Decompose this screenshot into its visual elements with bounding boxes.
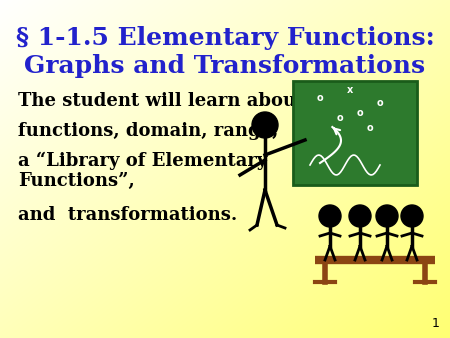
Circle shape xyxy=(252,112,278,138)
FancyBboxPatch shape xyxy=(293,81,417,185)
Text: The student will learn about:: The student will learn about: xyxy=(18,92,311,110)
Circle shape xyxy=(401,205,423,227)
Text: a “Library of Elementary: a “Library of Elementary xyxy=(18,152,267,170)
Text: 1: 1 xyxy=(432,317,440,330)
Text: o: o xyxy=(337,113,343,123)
Circle shape xyxy=(349,205,371,227)
Text: functions, domain, range,: functions, domain, range, xyxy=(18,122,279,140)
Text: § 1-1.5 Elementary Functions:: § 1-1.5 Elementary Functions: xyxy=(16,26,434,50)
Text: and  transformations.: and transformations. xyxy=(18,206,237,224)
Circle shape xyxy=(376,205,398,227)
Text: o: o xyxy=(357,108,363,118)
Circle shape xyxy=(319,205,341,227)
Text: o: o xyxy=(317,93,323,103)
Text: x: x xyxy=(347,85,353,95)
Text: o: o xyxy=(367,123,374,133)
Text: Graphs and Transformations: Graphs and Transformations xyxy=(24,54,426,78)
Text: o: o xyxy=(377,98,383,108)
Text: Functions”,: Functions”, xyxy=(18,172,135,190)
